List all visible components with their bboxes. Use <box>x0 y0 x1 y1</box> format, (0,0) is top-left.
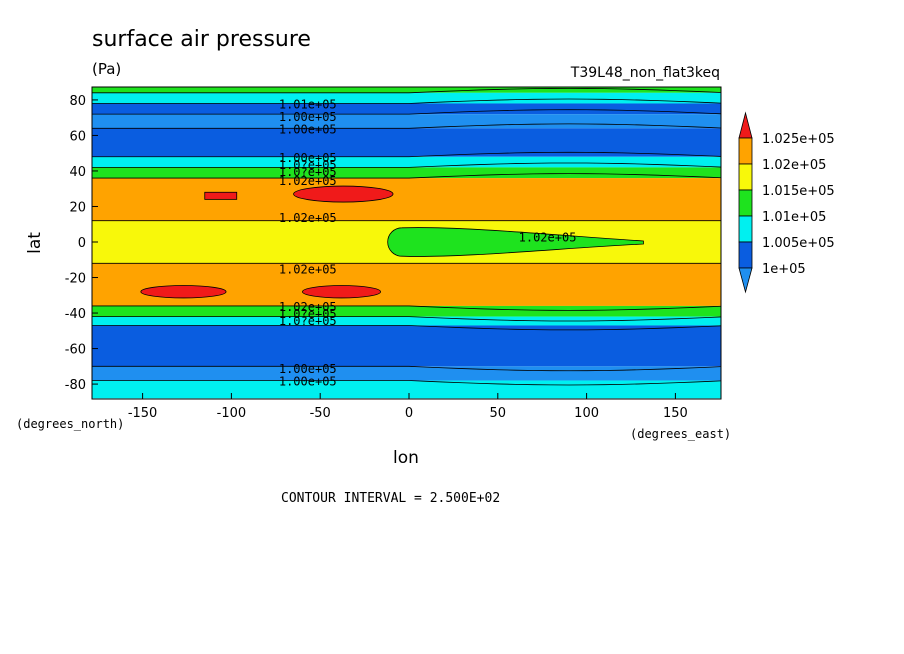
x-unit-label: (degrees_east) <box>630 427 731 441</box>
pressure-band-11 <box>92 316 721 326</box>
colorbar-label-2: 1.015e+05 <box>762 184 835 199</box>
x-tick-label-6: 150 <box>663 406 688 421</box>
colorbar-arrow-top <box>738 111 753 139</box>
contour-line-12 <box>92 365 721 372</box>
plot-contour-lines <box>92 87 721 386</box>
y-tick-label-2: -40 <box>65 307 86 322</box>
contour-label-13: 1.00e+05 <box>279 362 337 376</box>
colorbar-arrow-bottom <box>738 267 753 294</box>
pressure-feature-2 <box>140 285 227 299</box>
y-tick-label-6: 40 <box>69 165 86 180</box>
x-tick-label-0: -150 <box>128 406 158 421</box>
y-tick-label-1: -60 <box>65 343 86 358</box>
pressure-band-12 <box>92 325 721 367</box>
contour-label-10: 1.02e+05 <box>279 300 337 314</box>
y-tick-label-7: 60 <box>69 129 86 144</box>
y-unit-label: (degrees_north) <box>16 417 124 431</box>
y-tick-label-0: -80 <box>65 378 86 393</box>
contour-label-14: 1.00e+05 <box>279 375 337 389</box>
contour-label-7: 1.02e+05 <box>279 211 337 225</box>
y-tick-label-3: -20 <box>65 272 86 287</box>
contour-label-8: 1.02e+05 <box>519 231 577 245</box>
plot-features <box>140 185 644 299</box>
x-tick-label-1: -100 <box>217 406 247 421</box>
pressure-band-5 <box>92 156 721 168</box>
y-tick-label-5: 20 <box>69 200 86 215</box>
contour-label-3: 1.00e+05 <box>279 151 337 165</box>
pressure-band-6 <box>92 167 721 179</box>
contour-line-3 <box>92 123 721 129</box>
colorbar: 1.025e+05 1.02e+05 1.015e+05 1.01e+05 1.005e… <box>738 111 835 294</box>
colorbar-swatch-1 <box>738 241 753 269</box>
contour-line-4 <box>92 151 721 158</box>
pressure-band-1 <box>92 92 721 104</box>
colorbar-label-5: 1e+05 <box>762 262 806 277</box>
colorbar-label-0: 1.025e+05 <box>762 132 835 147</box>
colorbar-swatch-5 <box>738 137 753 165</box>
pressure-feature-3 <box>302 285 381 299</box>
pressure-feature-0 <box>204 191 238 200</box>
contour-label-9: 1.02e+05 <box>279 263 337 277</box>
x-tick-label-3: 0 <box>405 406 413 421</box>
y-axis-ticks: -80 -60 -40 -20 0 20 40 60 80 <box>65 94 98 393</box>
contour-line-9 <box>92 305 721 311</box>
colorbar-swatch-4 <box>738 163 753 191</box>
contour-line-5 <box>92 162 721 168</box>
contour-label-1: 1.00e+05 <box>279 110 337 124</box>
pressure-band-3 <box>92 114 721 129</box>
colorbar-label-1: 1.02e+05 <box>762 158 826 173</box>
chart-title: surface air pressure <box>92 27 311 52</box>
contour-label-6: 1.02e+05 <box>279 174 337 188</box>
contour-line-10 <box>92 316 721 322</box>
pressure-feature-1 <box>293 185 394 203</box>
pressure-band-14 <box>92 380 721 399</box>
x-tick-label-4: 50 <box>490 406 507 421</box>
y-axis-label: lat <box>25 232 45 254</box>
pressure-feature-4 <box>387 227 644 257</box>
contour-label-11: 1.0?e+05 <box>279 307 337 321</box>
pressure-band-10 <box>92 305 721 317</box>
y-tick-label-8: 80 <box>69 94 86 109</box>
pressure-band-7 <box>92 178 721 221</box>
x-axis-ticks: -150 -100 -50 0 50 100 150 <box>128 393 688 421</box>
pressure-band-9 <box>92 263 721 306</box>
plot-frame <box>91 86 722 400</box>
pressure-band-4 <box>92 128 721 157</box>
y-tick-label-4: 0 <box>78 236 86 251</box>
contour-label-5: 1.0?e+05 <box>279 165 337 179</box>
contour-line-0 <box>92 87 721 94</box>
units-label: (Pa) <box>92 60 121 78</box>
contour-label-4: 1.0?e+05 <box>279 158 337 172</box>
contour-line-2 <box>92 109 721 115</box>
pressure-band-0 <box>92 87 721 93</box>
x-tick-label-5: 100 <box>574 406 599 421</box>
contour-label-12: 1.0?e+05 <box>279 314 337 328</box>
run-id-label: T39L48_non_flat3keq <box>570 65 720 81</box>
contour-line-11 <box>92 325 721 331</box>
pressure-band-13 <box>92 366 721 381</box>
colorbar-label-3: 1.01e+05 <box>762 210 826 225</box>
contour-interval-note: CONTOUR INTERVAL = 2.500E+02 <box>281 491 500 506</box>
colorbar-swatch-3 <box>738 189 753 217</box>
colorbar-swatch-2 <box>738 215 753 243</box>
contour-line-13 <box>92 380 721 386</box>
pressure-band-2 <box>92 103 721 115</box>
colorbar-label-4: 1.005e+05 <box>762 236 835 251</box>
contour-line-6 <box>92 173 721 179</box>
contour-label-2: 1.00e+05 <box>279 122 337 136</box>
x-axis-label: lon <box>393 448 419 468</box>
contour-line-1 <box>92 98 721 104</box>
contour-label-0: 1.01e+05 <box>279 97 337 111</box>
plot-contour-labels: 1.01e+051.00e+051.00e+051.00e+051.0?e+05… <box>279 97 577 388</box>
x-tick-label-2: -50 <box>310 406 331 421</box>
